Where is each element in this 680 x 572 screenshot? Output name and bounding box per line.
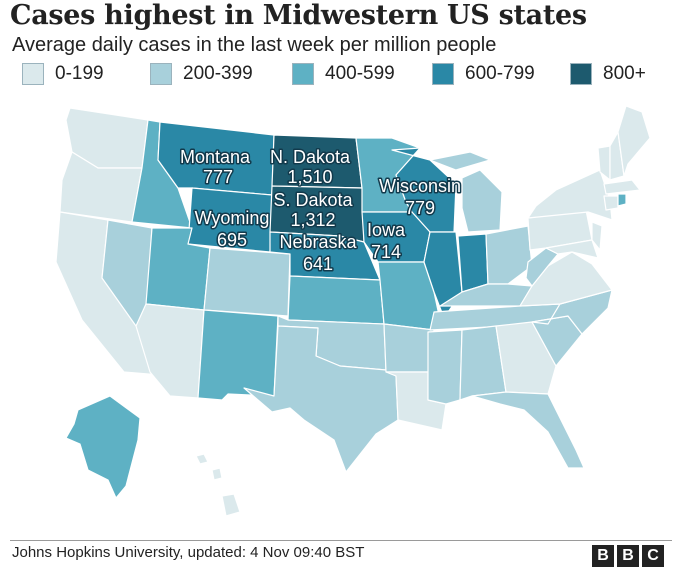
label-south-dakota-name: S. Dakota (273, 190, 353, 210)
legend-swatch (570, 63, 592, 85)
chart-subtitle: Average daily cases in the last week per… (12, 34, 497, 56)
state-arkansas (383, 323, 435, 373)
legend-swatch (292, 63, 314, 85)
label-montana-value: 777 (203, 167, 233, 187)
label-wisconsin-name: Wisconsin (379, 176, 461, 196)
legend-item-800-plus: 800+ (570, 62, 646, 86)
legend-label: 400-599 (325, 63, 395, 84)
source-note: Johns Hopkins University, updated: 4 Nov… (12, 544, 365, 561)
state-massachusetts (603, 179, 641, 195)
state-virginia (519, 251, 613, 307)
legend-label: 600-799 (465, 63, 535, 84)
chart-title: Cases highest in Midwestern US states (10, 0, 587, 31)
us-choropleth-map: Montana 777 N. Dakota 1,510 S. Dakota 1,… (55, 105, 651, 517)
legend-label: 0-199 (55, 63, 104, 84)
state-connecticut (603, 195, 619, 211)
bbc-logo-letter: B (617, 545, 639, 567)
footer-divider (10, 540, 672, 541)
legend-item-200-399: 200-399 (150, 62, 253, 86)
state-georgia (495, 321, 557, 395)
legend-label: 200-399 (183, 63, 253, 84)
state-maine (617, 105, 651, 177)
state-maryland (545, 239, 599, 259)
state-hawaii (195, 453, 241, 517)
legend-swatch (150, 63, 172, 85)
state-arizona (135, 303, 205, 399)
state-rhode-island (617, 193, 627, 207)
label-nebraska-value: 641 (303, 254, 333, 274)
state-indiana (457, 233, 489, 293)
state-new-jersey (591, 221, 603, 251)
label-north-dakota-name: N. Dakota (270, 147, 351, 167)
label-iowa-name: Iowa (367, 220, 406, 240)
legend-item-400-599: 400-599 (292, 62, 395, 86)
label-wisconsin-value: 779 (405, 198, 435, 218)
bbc-logo-letter: B (592, 545, 614, 567)
label-north-dakota-value: 1,510 (287, 167, 332, 187)
label-nebraska-name: Nebraska (279, 232, 357, 252)
bbc-logo-letter: C (642, 545, 664, 567)
state-michigan (429, 151, 503, 233)
label-wyoming-value: 695 (217, 230, 247, 250)
state-kansas (287, 275, 385, 325)
legend-label: 800+ (603, 63, 646, 84)
label-wyoming-name: Wyoming (195, 208, 270, 228)
state-new-mexico (197, 309, 279, 401)
label-montana-name: Montana (180, 147, 251, 167)
legend-item-600-799: 600-799 (432, 62, 535, 86)
state-colorado (203, 247, 291, 317)
state-mississippi (427, 329, 463, 405)
state-new-york (527, 169, 613, 221)
state-alaska (65, 395, 141, 499)
legend: 0-199 200-399 400-599 600-799 800+ (22, 62, 672, 86)
legend-swatch (22, 63, 44, 85)
bbc-logo: B B C (592, 545, 664, 567)
state-texas (243, 325, 399, 473)
label-iowa-value: 714 (371, 242, 401, 262)
state-wisconsin (391, 147, 457, 233)
legend-swatch (432, 63, 454, 85)
state-florida (471, 391, 585, 469)
legend-item-0-199: 0-199 (22, 62, 104, 86)
state-ohio (485, 225, 533, 285)
label-south-dakota-value: 1,312 (290, 210, 335, 230)
